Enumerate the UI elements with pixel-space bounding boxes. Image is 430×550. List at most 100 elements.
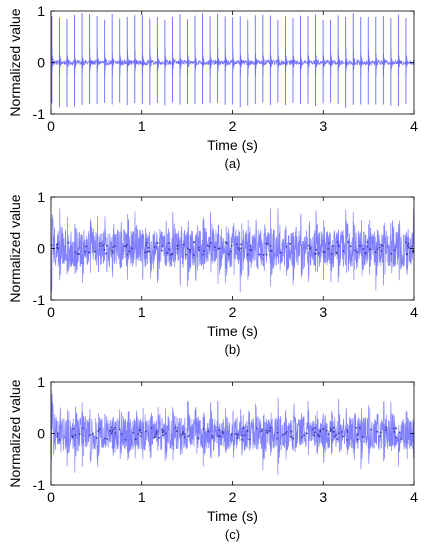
- signal-dot: [158, 436, 161, 439]
- signal-dot: [285, 430, 288, 433]
- y-tick-label: 1: [37, 3, 45, 19]
- y-tick-label: -1: [33, 292, 46, 308]
- signal-dot: [174, 426, 177, 429]
- signal-dot: [183, 433, 185, 436]
- signal-dot: [168, 242, 171, 244]
- signal-dot: [407, 246, 410, 249]
- signal-dot: [55, 243, 58, 246]
- signal-dot: [154, 435, 157, 438]
- signal-dot: [202, 428, 205, 430]
- signal-dot: [162, 430, 165, 433]
- signal-dot: [209, 242, 212, 244]
- signal-dot: [98, 428, 101, 430]
- signal-dot: [285, 245, 288, 248]
- signal-dot: [125, 245, 128, 248]
- signal-dot: [240, 243, 243, 246]
- signal-dot: [379, 431, 382, 434]
- signal-dot: [305, 432, 308, 435]
- signal-dot: [140, 431, 143, 434]
- signal-dot: [146, 251, 149, 253]
- signal-dot: [57, 247, 60, 250]
- signal-dot: [168, 248, 171, 251]
- signal-dot: [337, 432, 340, 435]
- signal-dot: [314, 431, 316, 434]
- signal-dot: [147, 246, 150, 249]
- signal-dot: [110, 432, 113, 435]
- signal-dot: [315, 248, 318, 251]
- signal-dot: [266, 429, 269, 432]
- signal-dot: [186, 247, 189, 250]
- signal-dot: [398, 431, 401, 434]
- signal-dot: [303, 434, 305, 437]
- signal-dot: [312, 428, 314, 431]
- signal-dot: [328, 242, 331, 244]
- x-tick-label: 0: [47, 489, 55, 505]
- signal-dot: [171, 253, 174, 255]
- signal-dot: [189, 251, 192, 254]
- signal-dot: [78, 433, 81, 436]
- y-tick-label: 0: [37, 55, 45, 71]
- signal-dot: [91, 432, 94, 435]
- y-tick-label: -1: [33, 106, 46, 122]
- signal-dot: [255, 427, 258, 430]
- signal-dot: [327, 248, 330, 250]
- signal-dot: [361, 436, 364, 438]
- signal-dot: [329, 427, 332, 430]
- signal-dot: [111, 430, 114, 433]
- signal-dot: [290, 430, 293, 433]
- signal-dot: [138, 429, 141, 432]
- signal-dot: [139, 435, 142, 438]
- signal-dot: [289, 242, 291, 245]
- signal-dot: [161, 431, 164, 434]
- signal-dot: [393, 427, 395, 430]
- signal-dot: [349, 245, 352, 248]
- signal-dot: [269, 245, 272, 247]
- signal-dot: [219, 435, 222, 438]
- signal-dot: [276, 431, 279, 434]
- signal-dot: [246, 253, 249, 256]
- signal-dot: [58, 438, 61, 441]
- signal-dot: [385, 429, 387, 431]
- signal-dot: [395, 436, 397, 439]
- signal-dot: [74, 251, 77, 254]
- signal-dot: [203, 250, 206, 252]
- signal-dot: [366, 245, 369, 248]
- x-axis-label: Time (s): [207, 508, 258, 524]
- signal-dot: [250, 249, 253, 252]
- signal-dot: [374, 251, 377, 253]
- signal-dot: [112, 246, 115, 249]
- x-tick-label: 4: [410, 118, 418, 134]
- x-tick-label: 2: [229, 489, 237, 505]
- signal-dot: [355, 426, 357, 429]
- signal-dot: [145, 242, 148, 244]
- signal-dot: [335, 433, 338, 436]
- signal-dot: [105, 252, 107, 255]
- signal-dot: [323, 250, 326, 253]
- signal-dot: [381, 244, 384, 247]
- signal-dot: [234, 433, 237, 435]
- signal-dot: [230, 244, 233, 247]
- signal-dot: [331, 245, 334, 247]
- signal-dot: [109, 429, 111, 432]
- signal-dot: [322, 250, 325, 253]
- signal-dot: [110, 426, 113, 429]
- signal-dot: [225, 241, 227, 244]
- y-axis-label: Normalized value: [7, 194, 23, 302]
- signal-dot: [292, 437, 295, 440]
- signal-dot: [106, 244, 109, 247]
- signal-dot: [160, 249, 163, 252]
- signal-dot: [131, 247, 133, 250]
- signal-dot: [313, 434, 315, 437]
- x-tick-label: 1: [138, 489, 146, 505]
- x-tick-label: 3: [319, 304, 327, 320]
- signal-dot: [316, 433, 319, 436]
- signal-dot: [214, 246, 216, 249]
- signal-dot: [400, 438, 403, 440]
- signal-dot: [368, 248, 371, 251]
- y-axis-label: Normalized value: [7, 8, 23, 116]
- signal-dot: [102, 244, 104, 247]
- signal-dot: [376, 430, 378, 433]
- signal-dot: [103, 248, 106, 251]
- signal-dot: [211, 436, 214, 439]
